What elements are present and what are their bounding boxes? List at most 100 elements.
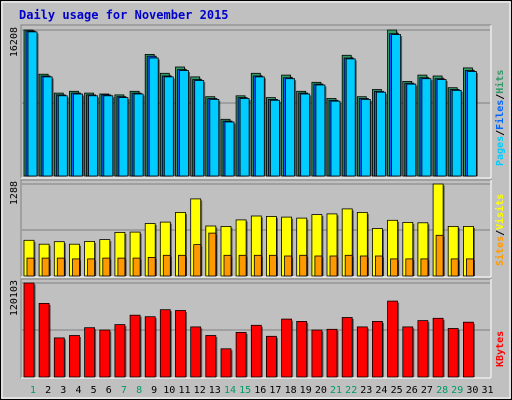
bar-pages (375, 91, 386, 177)
bar-sites (132, 257, 141, 277)
bar-kbytes (129, 314, 141, 378)
bar-pages (148, 57, 159, 177)
bar-sites (102, 257, 111, 277)
bar-sites (329, 255, 338, 277)
bar-kbytes (447, 328, 459, 378)
bar-sites (238, 254, 247, 277)
bar-pages (421, 78, 432, 177)
bar-pages (103, 95, 114, 177)
bar-pages (73, 93, 83, 177)
legend-visits-sites: Sites/Visits (494, 194, 506, 266)
legends: Pages/Files/Hits Sites/Visits KBytes (494, 70, 506, 367)
bar-sites (299, 254, 308, 277)
y-tick-label: 1288 (9, 181, 20, 205)
bar-kbytes (235, 331, 247, 378)
day-label: 16 (254, 385, 266, 396)
bar-pages (406, 83, 417, 177)
bar-kbytes (220, 348, 232, 378)
chart-title: Daily usage for November 2015 (19, 8, 229, 22)
bar-sites (178, 254, 186, 277)
bar-pages (27, 31, 38, 177)
bar-pages (315, 84, 326, 177)
bar-pages (209, 99, 220, 177)
bar-kbytes (402, 326, 414, 378)
day-label: 24 (375, 385, 387, 396)
bar-kbytes (99, 329, 111, 378)
bar-pages (285, 78, 296, 177)
day-label: 7 (121, 385, 127, 396)
bar-kbytes (250, 324, 262, 378)
bars (23, 29, 478, 378)
bar-pages (118, 97, 129, 177)
bar-pages (224, 121, 235, 177)
day-label: 15 (239, 385, 251, 396)
bar-pages (360, 99, 371, 177)
bar-pages (179, 70, 189, 177)
bar-kbytes (114, 324, 126, 378)
day-label: 3 (60, 385, 66, 396)
bar-sites (284, 255, 293, 277)
bar-kbytes (326, 328, 338, 378)
bar-kbytes (175, 310, 186, 378)
bar-sites (435, 234, 444, 277)
bar-pages (345, 58, 356, 177)
x-axis-day-labels: 1 2 3 4 5 6 7 8 9 10 11 12 13 14 15 16 17 18 19 20 21 22 23 24 2… (30, 385, 494, 396)
bar-sites (56, 257, 65, 277)
bar-sites (87, 258, 95, 277)
bar-pages (466, 71, 477, 177)
bar-sites (72, 258, 80, 277)
bar-pages (436, 79, 447, 177)
bar-pages (194, 80, 205, 177)
bar-kbytes (356, 326, 368, 378)
bar-pages (57, 95, 68, 177)
bar-pages (300, 93, 311, 177)
bar-kbytes (23, 282, 35, 378)
day-label: 29 (451, 385, 463, 396)
bar-kbytes (190, 326, 202, 378)
day-label: 18 (285, 385, 297, 396)
bar-pages (42, 76, 53, 177)
day-label: 26 (406, 385, 418, 396)
y-tick-label: 16208 (9, 27, 20, 57)
bar-sites (41, 257, 50, 277)
bar-sites (405, 258, 414, 277)
bar-sites (117, 257, 126, 277)
day-label: 11 (178, 385, 190, 396)
day-label: 30 (466, 385, 478, 396)
bar-kbytes (387, 300, 399, 378)
bar-sites (162, 254, 171, 277)
bar-kbytes (281, 318, 293, 378)
bar-sites (314, 255, 323, 277)
day-label: 1 (30, 385, 36, 396)
bar-kbytes (265, 335, 277, 378)
bar-pages (269, 99, 280, 177)
day-label: 19 (300, 385, 312, 396)
bar-sites (465, 258, 474, 277)
day-label: 31 (481, 385, 493, 396)
day-label: 12 (194, 385, 206, 396)
day-label: 8 (136, 385, 142, 396)
bar-pages (88, 95, 98, 177)
bar-sites (253, 254, 262, 277)
bar-kbytes (69, 335, 80, 378)
day-label: 20 (315, 385, 327, 396)
bar-pages (254, 76, 265, 177)
bar-kbytes (53, 337, 65, 378)
day-label: 21 (330, 385, 342, 396)
bar-pages (391, 34, 402, 177)
bar-sites (193, 244, 202, 277)
day-label: 25 (391, 385, 403, 396)
bar-sites (374, 255, 383, 277)
day-label: 14 (224, 385, 236, 396)
day-label: 13 (209, 385, 221, 396)
day-label: 28 (436, 385, 448, 396)
legend-kbytes: KBytes (495, 331, 506, 367)
bar-sites (390, 258, 399, 277)
day-label: 2 (45, 385, 51, 396)
bar-sites (223, 254, 232, 277)
bar-sites (420, 258, 429, 277)
bar-kbytes (341, 317, 353, 378)
day-label: 10 (163, 385, 175, 396)
